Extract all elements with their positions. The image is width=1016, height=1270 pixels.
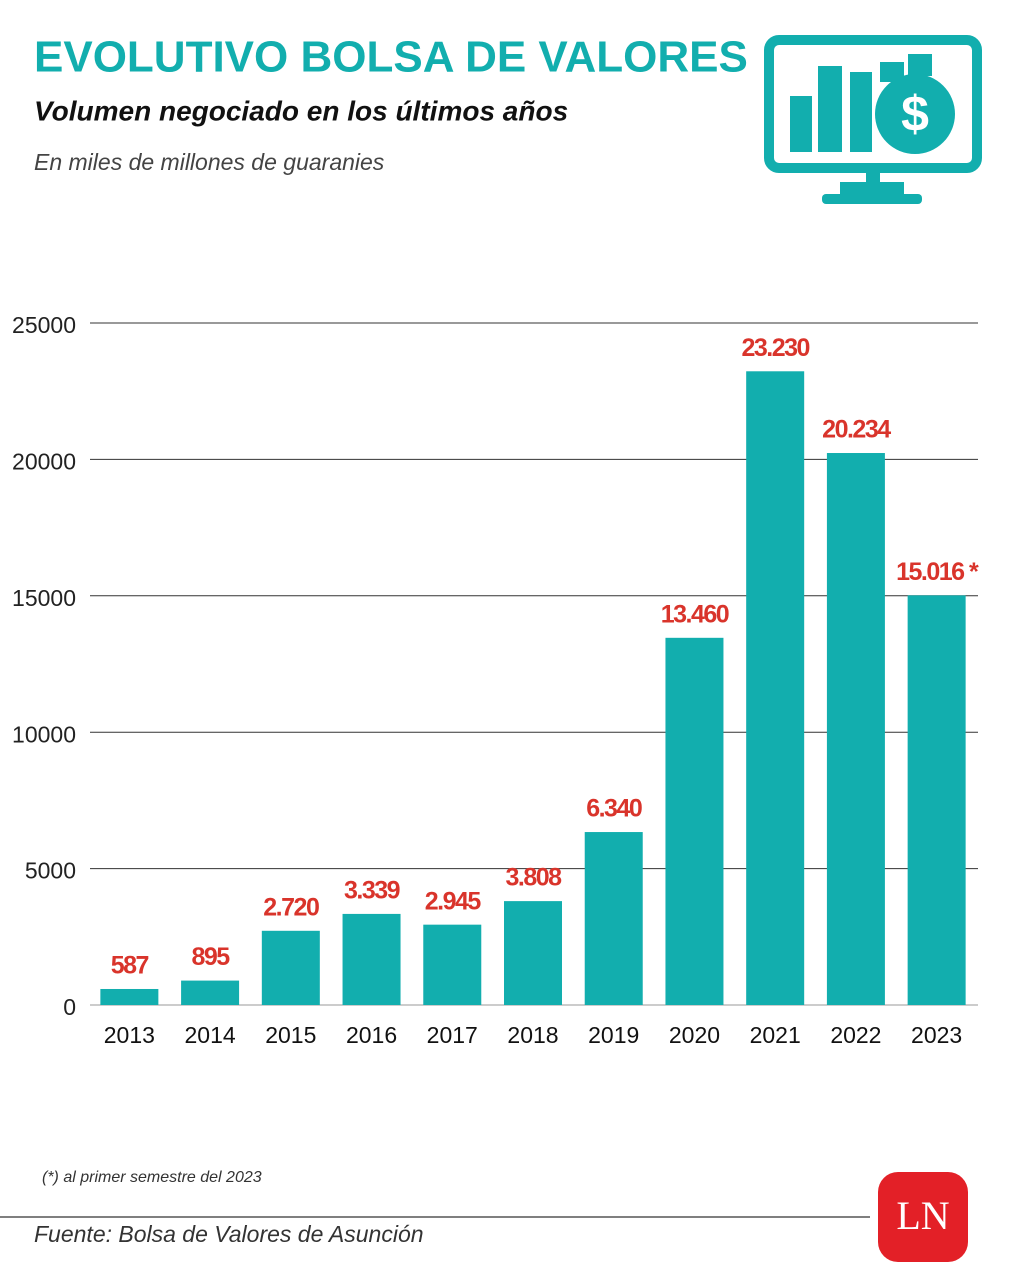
bar — [100, 988, 159, 1005]
value-label: 2.945 — [425, 887, 482, 915]
x-tick-label: 2018 — [507, 1022, 558, 1048]
bar — [181, 980, 240, 1005]
bar — [907, 595, 966, 1005]
x-tick-label: 2015 — [265, 1022, 316, 1048]
bar — [342, 913, 401, 1005]
value-label: 13.460 — [661, 600, 729, 628]
value-label: 23.230 — [741, 334, 809, 362]
x-tick-label: 2021 — [750, 1022, 801, 1048]
value-label: 895 — [191, 943, 230, 971]
value-label: 20.234 — [822, 416, 891, 444]
bar — [423, 924, 482, 1005]
value-label: 6.340 — [586, 795, 642, 823]
x-tick-label: 2019 — [588, 1022, 639, 1048]
value-label: 15.016 * — [896, 558, 979, 586]
bar — [504, 901, 562, 1005]
x-tick-label: 2016 — [346, 1022, 397, 1048]
value-label: 3.808 — [505, 864, 562, 892]
footnote: (*) al primer semestre del 2023 — [42, 1169, 262, 1186]
unit-label: En miles de millones de guaranies — [34, 149, 385, 175]
bar — [665, 637, 724, 1005]
x-tick-label: 2013 — [104, 1022, 155, 1048]
bar — [584, 832, 643, 1005]
x-tick-label: 2020 — [669, 1022, 720, 1048]
value-label: 587 — [111, 952, 149, 980]
x-tick-label: 2023 — [911, 1022, 962, 1048]
y-tick-label: 25000 — [12, 312, 76, 338]
value-label: 2.720 — [263, 893, 319, 921]
x-tick-label: 2017 — [427, 1022, 478, 1048]
logo: LN — [896, 1193, 949, 1238]
bar — [826, 453, 885, 1005]
x-tick-label: 2022 — [830, 1022, 881, 1048]
x-tick-label: 2014 — [185, 1022, 236, 1048]
y-tick-label: 20000 — [12, 448, 76, 474]
y-tick-label: 10000 — [12, 721, 76, 747]
monitor-icon: $ — [764, 35, 982, 204]
bar — [261, 930, 320, 1005]
logo-box — [878, 1172, 968, 1262]
svg-text:$: $ — [901, 86, 929, 142]
chart-subtitle: Volumen negociado en los últimos años — [34, 95, 568, 126]
chart-title: EVOLUTIVO BOLSA DE VALORES — [34, 33, 748, 82]
y-tick-label: 15000 — [12, 585, 76, 611]
y-tick-label: 0 — [63, 994, 76, 1020]
y-tick-label: 5000 — [25, 858, 76, 884]
bar — [746, 371, 805, 1005]
source: Fuente: Bolsa de Valores de Asunción — [34, 1221, 424, 1247]
value-label: 3.339 — [344, 877, 400, 905]
